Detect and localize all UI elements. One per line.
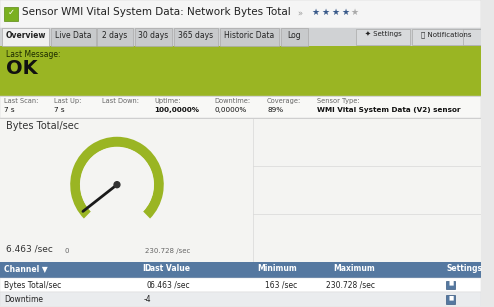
- Text: Log: Log: [288, 31, 301, 40]
- Text: Last Up:: Last Up:: [54, 98, 81, 104]
- FancyBboxPatch shape: [51, 28, 95, 46]
- Text: -4: -4: [143, 296, 151, 305]
- Text: OK: OK: [6, 59, 38, 78]
- Text: 6.463 /sec: 6.463 /sec: [6, 245, 53, 254]
- Text: 0: 0: [64, 247, 69, 254]
- Text: ★: ★: [312, 8, 320, 17]
- FancyBboxPatch shape: [412, 29, 481, 45]
- Text: 6.463 /sec: 6.463 /sec: [151, 281, 190, 290]
- FancyBboxPatch shape: [0, 96, 482, 118]
- Text: ★: ★: [351, 8, 359, 17]
- FancyBboxPatch shape: [0, 262, 482, 278]
- FancyBboxPatch shape: [0, 46, 482, 96]
- Text: Downtime: Downtime: [4, 296, 43, 305]
- FancyBboxPatch shape: [134, 28, 171, 46]
- Text: Last Value: Last Value: [145, 263, 190, 273]
- Text: Historic Data: Historic Data: [224, 31, 275, 40]
- Text: 30 days: 30 days: [138, 31, 168, 40]
- Text: Uptime:: Uptime:: [154, 98, 180, 104]
- Text: ★: ★: [322, 8, 330, 17]
- Text: Downtime:: Downtime:: [214, 98, 250, 104]
- FancyBboxPatch shape: [0, 293, 482, 307]
- Text: »: »: [297, 10, 302, 19]
- Text: Sensor WMI Vital System Data: Network Bytes Total: Sensor WMI Vital System Data: Network By…: [22, 7, 291, 17]
- Circle shape: [114, 182, 120, 188]
- Text: 100,0000%: 100,0000%: [154, 107, 199, 113]
- Text: 2 days: 2 days: [102, 31, 127, 40]
- FancyBboxPatch shape: [220, 28, 279, 46]
- FancyBboxPatch shape: [0, 0, 482, 28]
- Text: Last Down:: Last Down:: [102, 98, 139, 104]
- Text: 0,0000%: 0,0000%: [214, 107, 247, 113]
- FancyBboxPatch shape: [173, 28, 218, 46]
- Text: 🔔 Notifications: 🔔 Notifications: [421, 31, 472, 37]
- Text: Overview: Overview: [5, 31, 45, 40]
- Text: ■: ■: [448, 296, 453, 301]
- Wedge shape: [70, 137, 164, 219]
- FancyBboxPatch shape: [0, 118, 482, 262]
- Text: Coverage:: Coverage:: [267, 98, 301, 104]
- Text: Bytes Total/sec: Bytes Total/sec: [6, 121, 79, 131]
- Text: ✦ Settings: ✦ Settings: [365, 31, 402, 37]
- FancyBboxPatch shape: [0, 278, 482, 293]
- Text: ID: ID: [142, 263, 151, 273]
- Text: Last Scan:: Last Scan:: [4, 98, 39, 104]
- Text: 7 s: 7 s: [4, 107, 14, 113]
- FancyBboxPatch shape: [356, 29, 411, 45]
- Text: Channel ▼: Channel ▼: [4, 263, 48, 273]
- Text: 163 /sec: 163 /sec: [265, 281, 297, 290]
- FancyBboxPatch shape: [0, 28, 482, 46]
- Text: 7 s: 7 s: [54, 107, 64, 113]
- Text: Bytes Total/sec: Bytes Total/sec: [4, 281, 61, 290]
- Text: 230.728 /sec: 230.728 /sec: [145, 247, 190, 254]
- FancyBboxPatch shape: [2, 28, 49, 46]
- Text: Last Message:: Last Message:: [6, 50, 60, 59]
- Text: Maximum: Maximum: [333, 263, 375, 273]
- Text: 89%: 89%: [267, 107, 283, 113]
- Text: Settings: Settings: [447, 263, 482, 273]
- Text: Minimum: Minimum: [257, 263, 297, 273]
- Text: Sensor Type:: Sensor Type:: [317, 98, 360, 104]
- Text: 0: 0: [146, 281, 151, 290]
- Text: ★: ★: [331, 8, 339, 17]
- Circle shape: [81, 148, 153, 222]
- Text: Live Data: Live Data: [55, 31, 91, 40]
- Text: WMI Vital System Data (V2) sensor: WMI Vital System Data (V2) sensor: [317, 107, 460, 113]
- Text: 365 days: 365 days: [178, 31, 213, 40]
- Text: ■: ■: [448, 281, 453, 286]
- FancyBboxPatch shape: [281, 28, 308, 46]
- FancyBboxPatch shape: [447, 281, 455, 290]
- Text: ★: ★: [341, 8, 349, 17]
- Text: ✓: ✓: [7, 8, 14, 17]
- Text: 230.728 /sec: 230.728 /sec: [326, 281, 375, 290]
- FancyBboxPatch shape: [463, 29, 481, 45]
- FancyBboxPatch shape: [447, 296, 455, 305]
- FancyBboxPatch shape: [4, 7, 18, 21]
- FancyBboxPatch shape: [483, 29, 494, 45]
- FancyBboxPatch shape: [97, 28, 132, 46]
